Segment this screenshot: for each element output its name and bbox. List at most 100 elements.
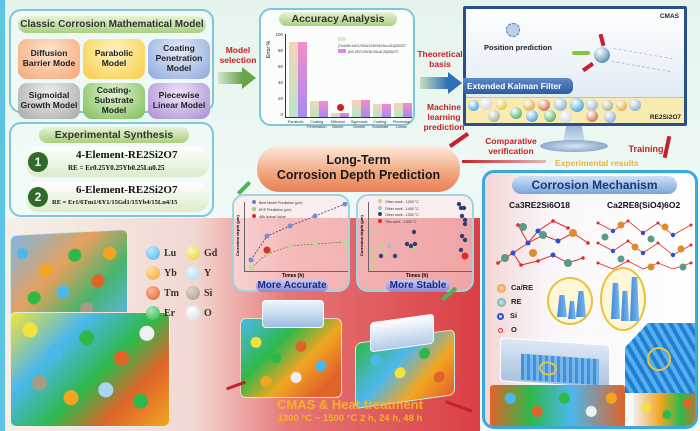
accuracy-ylabel: Error % bbox=[266, 41, 272, 58]
yb-atom-icon bbox=[146, 266, 160, 280]
accuracy-xticks: Parabolic Coating Penetration Diffusion … bbox=[287, 120, 410, 129]
zoom-circle-right bbox=[600, 267, 646, 331]
accurate-xlabel: Times (h) bbox=[281, 273, 305, 279]
o-mech-atom-icon bbox=[498, 327, 503, 333]
bar-coating-penetration-a bbox=[310, 101, 319, 117]
bar-parabolic-b bbox=[298, 42, 307, 117]
more-stable-chart: Other work - 1200 °C Other work - 1400 °… bbox=[356, 194, 474, 292]
model-sigmoidal-growth: Sigmoidal Growth Model bbox=[18, 83, 80, 119]
model-piecewise-linear: Piecewise Linear Model bbox=[148, 83, 210, 119]
model-coating-penetration: Coating Penetration Model bbox=[148, 39, 210, 79]
substrate-label: RE2Si2O7 bbox=[649, 114, 681, 121]
legend-re: RE bbox=[497, 295, 533, 309]
synthesis-item-1-name: 4-Element-RE2Si2O7 bbox=[76, 149, 178, 161]
stable-legend: Other work - 1200 °C Other work - 1400 °… bbox=[378, 199, 419, 225]
legend-tm: Tm bbox=[146, 283, 186, 303]
stable-ylabel: Corrosion depth (μm) bbox=[359, 215, 364, 256]
legend-gd: Gd bbox=[186, 243, 226, 263]
model-diffusion-barrier: Diffusion Barrier Mode bbox=[18, 39, 80, 79]
legend-o: O bbox=[186, 303, 226, 323]
corroded-substrate-left bbox=[490, 385, 625, 426]
accurate-plot-svg bbox=[248, 202, 348, 271]
si-mech-atom-icon bbox=[497, 312, 504, 320]
ml-prediction-arrow bbox=[448, 132, 470, 148]
treated-sample-left bbox=[240, 318, 342, 398]
mechanism-title: Corrosion Mechanism bbox=[512, 176, 677, 194]
training-arrow bbox=[662, 135, 672, 159]
more-accurate-label: More Accurate bbox=[256, 280, 328, 292]
step-1-badge: 1 bbox=[28, 152, 48, 172]
mechanism-legend: Ca/RE RE Si O bbox=[497, 281, 533, 337]
ml-prediction-label: Machine learning prediction bbox=[423, 102, 465, 132]
more-accurate-chart: Best Model Prediction (μm) EKF Predictio… bbox=[232, 194, 350, 292]
accuracy-title: Accuracy Analysis bbox=[279, 12, 397, 26]
er-atom-icon bbox=[146, 306, 160, 320]
legend-si-mech: Si bbox=[497, 309, 533, 323]
accuracy-analysis-panel: Accuracy Analysis Error % 100 80 60 40 2… bbox=[259, 8, 415, 129]
legend-yb: Yb bbox=[146, 263, 186, 283]
bar-diffusion-barrier-b bbox=[340, 113, 349, 117]
trajectory-trail bbox=[611, 47, 673, 73]
monitor-stand bbox=[540, 140, 608, 152]
synthesis-item-1: 1 4-Element-RE2Si2O7 RE = Er0.25Y0.25Yb0… bbox=[26, 147, 209, 177]
legend-lu: Lu bbox=[146, 243, 186, 263]
green-vector-icon bbox=[572, 51, 590, 55]
predicted-position-icon bbox=[506, 23, 520, 37]
accurate-legend: Best Model Prediction (μm) EKF Predictio… bbox=[252, 200, 302, 221]
ekf-label: Extended Kalman Filter bbox=[463, 78, 573, 94]
bar-sigmoidal-b bbox=[361, 100, 370, 117]
lu-atom-icon bbox=[146, 246, 160, 260]
six-element-cube bbox=[10, 312, 170, 427]
si-atom-icon bbox=[186, 286, 200, 300]
model-coating-substrate: Coating-Substrate Model bbox=[83, 83, 145, 119]
synthesis-item-2-name: 6-Element-RE2Si2O7 bbox=[76, 184, 178, 196]
red-vector-down-icon bbox=[581, 61, 595, 73]
phase1-crystal-structure bbox=[496, 219, 590, 267]
bar-coating-substrate-b bbox=[382, 104, 391, 117]
particle-icon bbox=[594, 47, 610, 63]
bar-diffusion-barrier-a bbox=[331, 113, 340, 117]
zoom-circle-left bbox=[547, 277, 593, 325]
bar-sigmoidal-a bbox=[352, 100, 361, 117]
step-2-badge: 2 bbox=[28, 187, 48, 207]
monitor-neck bbox=[563, 126, 585, 142]
synthesis-item-1-formula: RE = Er0.25Y0.25Yb0.25Lu0.25 bbox=[68, 164, 165, 172]
bar-parabolic-a bbox=[289, 42, 298, 117]
gd-atom-icon bbox=[186, 246, 200, 260]
legend-si: Si bbox=[186, 283, 226, 303]
prediction-title-line1: Long-Term bbox=[326, 153, 391, 167]
classic-models-panel: Classic Corrosion Mathematical Model Dif… bbox=[9, 9, 214, 119]
accuracy-plot-area: (Tm1/6Er1/6Y1/15Gd1/15Yb4/15Lu4/15)2Si2O… bbox=[285, 34, 412, 118]
cmas-label: CMAS bbox=[659, 13, 679, 20]
best-model-star-icon bbox=[337, 104, 344, 111]
bar-coating-substrate-a bbox=[373, 104, 382, 117]
accurate-plot-area bbox=[244, 202, 348, 272]
model-selection-label: Model selection bbox=[219, 45, 257, 65]
comparative-verification-arrow bbox=[462, 160, 546, 163]
red-vector-up-icon bbox=[598, 33, 606, 47]
o-atom-icon bbox=[186, 306, 200, 320]
treatment-conditions: 1300 °C ~ 1500 °C 2 h, 24 h, 48 h bbox=[277, 413, 423, 424]
re-atom-icon bbox=[497, 297, 506, 307]
position-prediction-label: Position prediction bbox=[484, 43, 552, 52]
phase1-formula: Ca3RE2Si6O18 bbox=[509, 200, 570, 210]
treatment-title: CMAS & Heat treatment bbox=[277, 397, 423, 412]
y-atom-icon bbox=[186, 266, 200, 280]
stable-plot-area bbox=[368, 202, 472, 272]
synthesis-item-2: 2 6-Element-RE2Si2O7 RE = Er1/6Tm1/6Y1/1… bbox=[26, 182, 209, 212]
ekf-monitor-screen: CMAS Position prediction Extended Kalman… bbox=[463, 6, 687, 126]
accurate-ylabel: Corrosion depth (μm) bbox=[235, 215, 240, 256]
model-selection-arrow bbox=[218, 67, 256, 89]
phase2-crystal-structure bbox=[596, 219, 693, 271]
substrate-layer: RE2Si2O7 bbox=[466, 97, 684, 123]
bar-coating-penetration-b bbox=[319, 101, 328, 117]
comparative-verification-label: Comparative verification bbox=[485, 136, 537, 156]
training-label: Training bbox=[628, 144, 664, 154]
corrosion-mechanism-panel: Corrosion Mechanism Ca3RE2Si6O18 Ca2RE8(… bbox=[482, 170, 698, 429]
cmas-glass-left bbox=[262, 300, 324, 328]
prediction-title-line2: Corrosion Depth Prediction bbox=[276, 168, 441, 182]
legend-er: Er bbox=[146, 303, 186, 323]
theoretical-basis-label: Theoretical basis bbox=[417, 49, 463, 69]
bar-piecewise-b bbox=[403, 103, 412, 117]
